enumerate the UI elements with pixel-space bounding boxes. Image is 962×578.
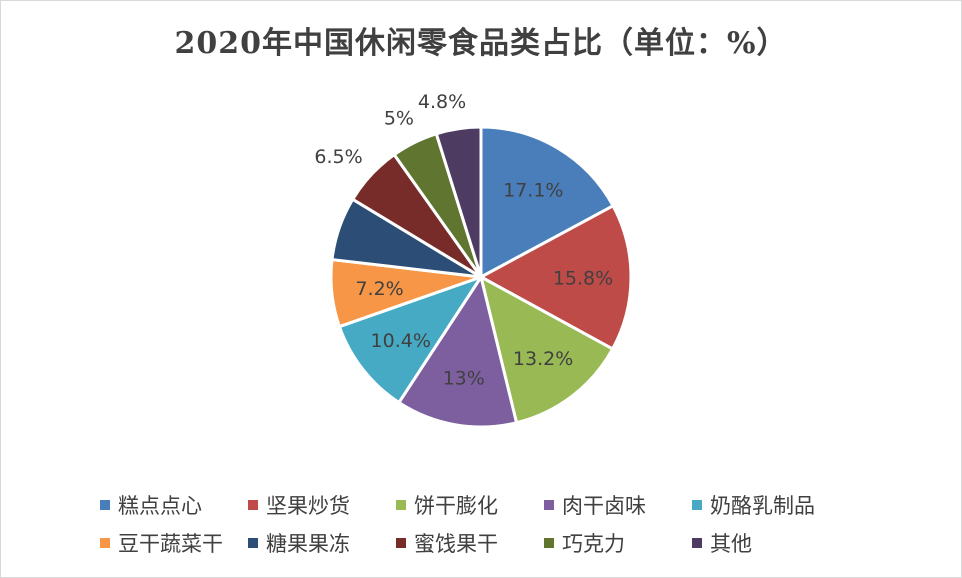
legend-label: 饼干膨化 — [414, 494, 498, 518]
legend-item: 肉干卤味 — [544, 490, 692, 520]
data-label: 4.8% — [418, 91, 466, 113]
pie-slice — [396, 273, 519, 429]
legend-label: 巧克力 — [562, 532, 625, 556]
legend: 糕点点心 坚果炒货 饼干膨化 肉干卤味 奶酪乳制品 豆干蔬菜干 糖果果冻 — [100, 486, 900, 562]
legend-item: 奶酪乳制品 — [692, 490, 852, 520]
legend-item: 糕点点心 — [100, 490, 248, 520]
legend-swatch — [396, 500, 406, 510]
legend-label: 坚果炒货 — [266, 494, 350, 518]
legend-item: 饼干膨化 — [396, 490, 544, 520]
pie-slice — [434, 125, 483, 278]
pie-labels: 17.1% 15.8% 13.2% 13% 10.4% 7.2% 6.5% 5%4.8% — [314, 91, 613, 390]
data-label: 5% — [384, 108, 414, 130]
legend-row-1: 糕点点心 坚果炒货 饼干膨化 肉干卤味 奶酪乳制品 — [100, 486, 900, 524]
legend-swatch — [544, 500, 554, 510]
legend-item: 糖果果冻 — [248, 528, 396, 558]
legend-label: 肉干卤味 — [562, 494, 646, 518]
data-label: 15.8% — [553, 267, 613, 289]
pie-slices — [329, 125, 633, 429]
data-label: 13% — [443, 368, 485, 390]
legend-label: 奶酪乳制品 — [710, 494, 815, 518]
legend-label: 其他 — [710, 532, 752, 556]
legend-row-2: 豆干蔬菜干 糖果果冻 蜜饯果干 巧克力 其他 — [100, 524, 900, 562]
legend-swatch — [544, 538, 554, 548]
legend-item: 蜜饯果干 — [396, 528, 544, 558]
legend-swatch — [692, 538, 702, 548]
pie-slice — [478, 274, 615, 425]
chart-title: 2020年中国休闲零食品类占比（单位：%） — [174, 26, 788, 61]
legend-item: 其他 — [692, 528, 852, 558]
legend-label: 糕点点心 — [118, 494, 202, 518]
legend-swatch — [100, 538, 110, 548]
data-label: 17.1% — [503, 179, 563, 201]
data-label: 13.2% — [513, 348, 573, 370]
data-label: 7.2% — [355, 278, 403, 300]
legend-item: 巧克力 — [544, 528, 692, 558]
legend-swatch — [396, 538, 406, 548]
legend-swatch — [100, 500, 110, 510]
legend-label: 豆干蔬菜干 — [118, 532, 223, 556]
pie-slice — [337, 274, 485, 405]
pie-slice — [477, 203, 633, 352]
data-label: 6.5% — [314, 146, 362, 168]
data-label: 10.4% — [371, 330, 431, 352]
legend-swatch — [248, 538, 258, 548]
pie-slice — [479, 125, 616, 280]
legend-swatch — [692, 500, 702, 510]
legend-label: 蜜饯果干 — [414, 532, 498, 556]
legend-swatch — [248, 500, 258, 510]
legend-item: 坚果炒货 — [248, 490, 396, 520]
legend-item: 豆干蔬菜干 — [100, 528, 248, 558]
legend-label: 糖果果冻 — [266, 532, 350, 556]
